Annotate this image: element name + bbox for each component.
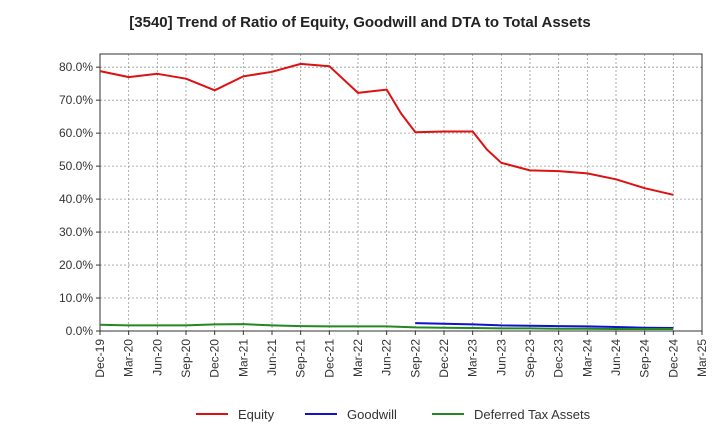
y-tick-label: 0.0% <box>66 324 94 338</box>
x-tick-label: Mar-23 <box>466 339 480 377</box>
y-tick-label: 40.0% <box>59 192 93 206</box>
series-line-equity <box>99 62 674 196</box>
legend-label-goodwill: Goodwill <box>347 407 397 422</box>
x-tick-label: Jun-20 <box>150 339 164 376</box>
legend-label-deferred-tax-assets: Deferred Tax Assets <box>474 407 591 422</box>
x-tick-label: Mar-20 <box>122 339 136 377</box>
y-tick-label: 10.0% <box>59 291 93 305</box>
x-tick-label: Mar-21 <box>236 339 250 377</box>
x-tick-label: Dec-22 <box>437 339 451 378</box>
y-axis: 0.0% 10.0% 20.0% 30.0% 40.0% 50.0% 60.0% 70.0% 8… <box>59 60 100 338</box>
x-tick-label: Sep-20 <box>179 339 193 378</box>
y-tick-label: 30.0% <box>59 225 93 239</box>
x-tick-label: Jun-23 <box>494 339 508 376</box>
x-tick-label: Dec-24 <box>666 339 680 378</box>
x-tick-label: Sep-22 <box>408 339 422 378</box>
chart-title: [3540] Trend of Ratio of Equity, Goodwil… <box>129 14 591 31</box>
x-tick-label: Dec-20 <box>208 339 222 378</box>
x-tick-label: Mar-22 <box>351 339 365 377</box>
x-tick-label: Jun-22 <box>380 339 394 376</box>
x-tick-label: Dec-23 <box>552 339 566 378</box>
x-tick-label: Sep-24 <box>638 339 652 378</box>
x-tick-label: Mar-24 <box>580 339 594 377</box>
legend-label-equity: Equity <box>238 407 275 422</box>
grid <box>100 54 702 331</box>
x-tick-label: Jun-21 <box>265 339 279 376</box>
x-tick-label: Jun-24 <box>609 339 623 376</box>
y-tick-label: 80.0% <box>59 60 93 74</box>
x-tick-label: Dec-19 <box>93 339 107 378</box>
series-group <box>99 62 674 330</box>
x-tick-label: Sep-21 <box>294 339 308 378</box>
series-line-deferred-tax-assets <box>99 323 674 330</box>
y-tick-label: 70.0% <box>59 93 93 107</box>
x-tick-label: Dec-21 <box>322 339 336 378</box>
y-tick-label: 20.0% <box>59 258 93 272</box>
x-tick-label: Sep-23 <box>523 339 537 378</box>
y-tick-label: 50.0% <box>59 159 93 173</box>
x-tick-label: Mar-25 <box>695 339 709 377</box>
legend: Equity Goodwill Deferred Tax Assets <box>196 407 591 422</box>
plot-frame <box>99 53 703 332</box>
y-tick-label: 60.0% <box>59 126 93 140</box>
x-axis: Dec-19 Mar-20 Jun-20 Sep-20 Dec-20 Mar-21 Jun-… <box>93 331 709 378</box>
series-line-goodwill <box>415 322 674 329</box>
